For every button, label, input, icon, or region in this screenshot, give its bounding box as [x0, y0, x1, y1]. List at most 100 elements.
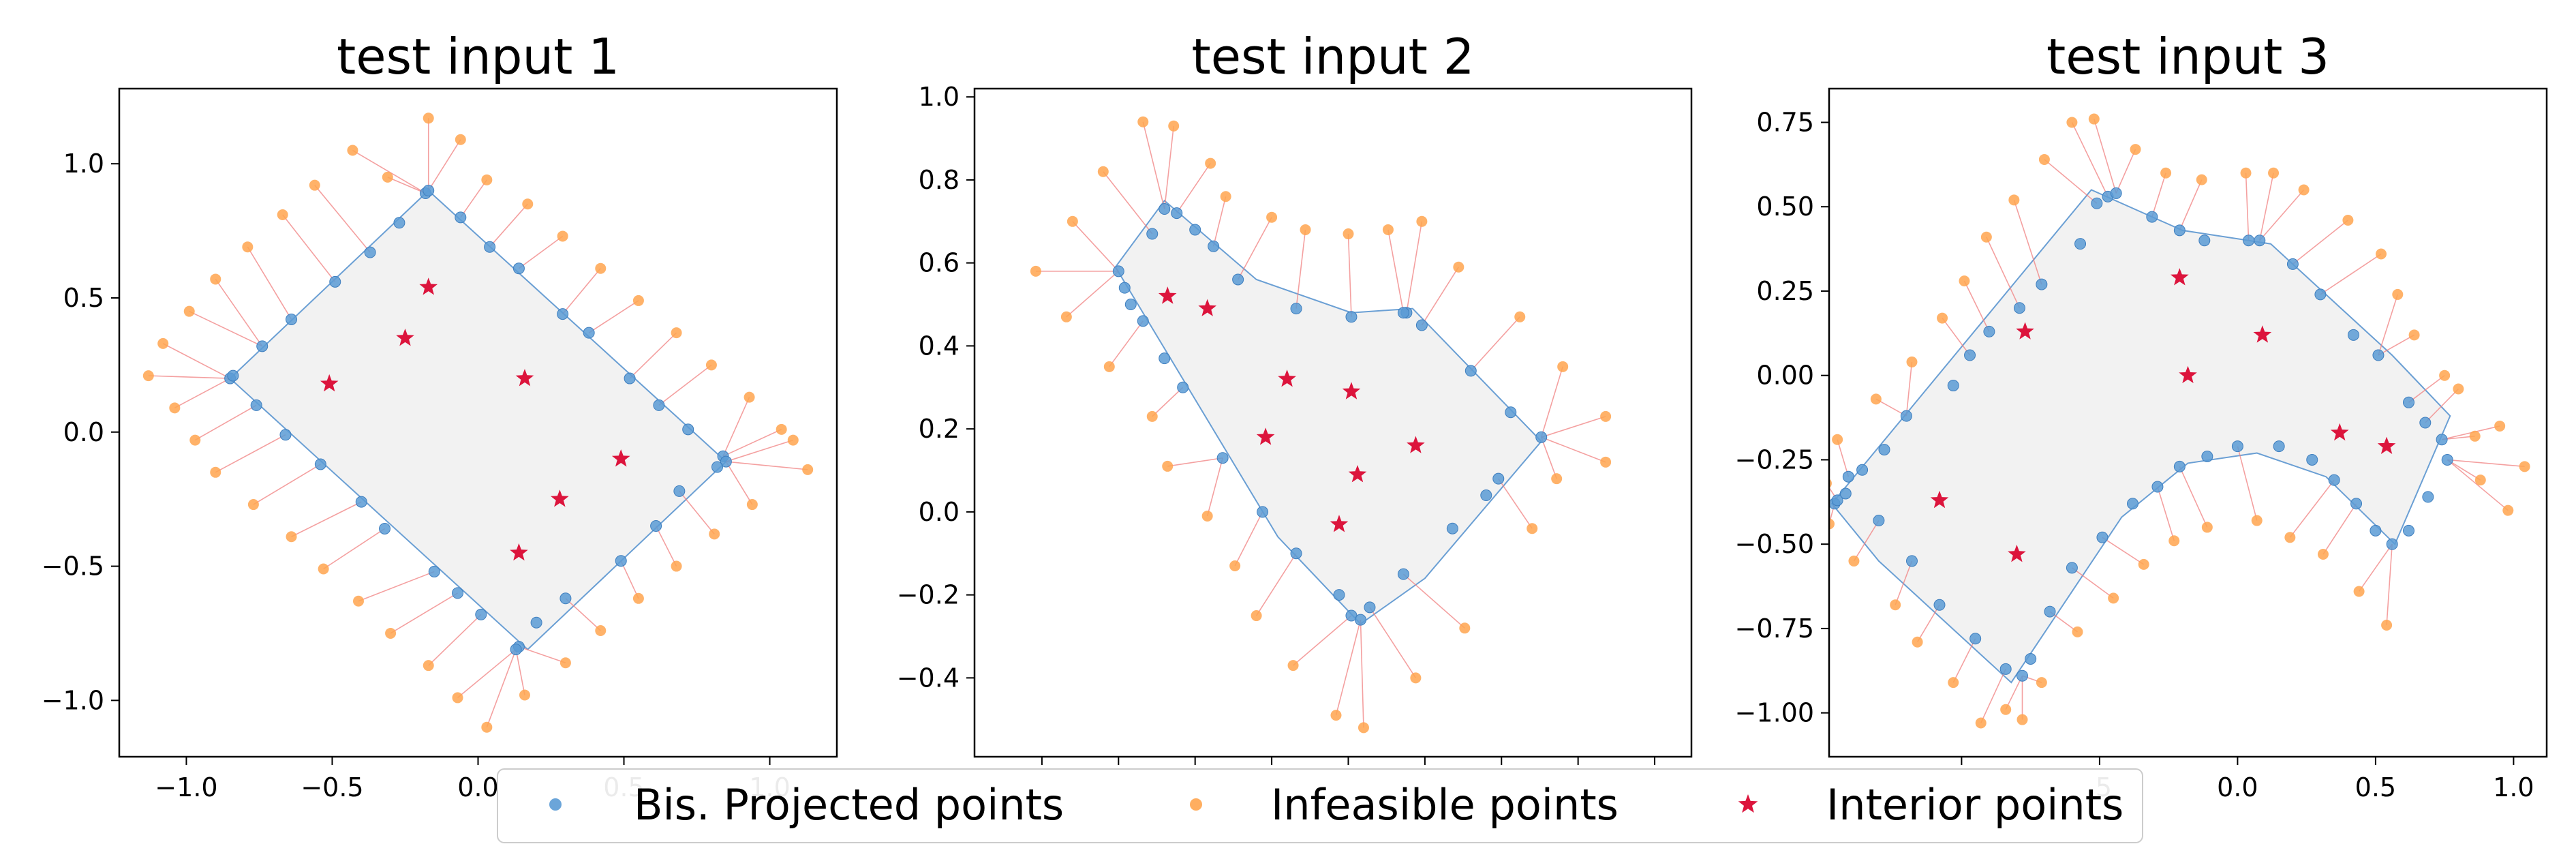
infeasible-point	[481, 174, 493, 185]
infeasible-point	[2502, 504, 2514, 516]
projected-point	[1964, 349, 1976, 361]
projected-point	[1171, 207, 1183, 220]
x-tick-label: 0.0	[2217, 772, 2258, 802]
infeasible-point	[595, 625, 607, 637]
projection-link	[1421, 267, 1460, 326]
infeasible-point	[1168, 120, 1180, 132]
projection-link	[2237, 446, 2258, 521]
infeasible-point	[2408, 329, 2420, 341]
projection-link	[565, 598, 601, 631]
infeasible-point	[1829, 479, 1832, 488]
infeasible-point	[1229, 560, 1241, 571]
projection-link	[2447, 459, 2481, 481]
y-tick-label: 0.6	[919, 248, 960, 278]
infeasible-point	[2000, 704, 2012, 715]
projection-link	[1540, 366, 1563, 438]
projected-point	[720, 455, 732, 468]
projected-point	[512, 262, 525, 275]
projected-point	[1947, 380, 1959, 392]
projection-link	[1237, 217, 1272, 280]
projected-point	[1906, 555, 1918, 567]
projected-point	[250, 399, 262, 411]
y-tick-label: 0.4	[919, 331, 960, 361]
projected-point	[1446, 522, 1458, 534]
projected-point	[2044, 605, 2056, 618]
projected-point	[1415, 319, 1428, 331]
projection-link	[620, 560, 639, 599]
infeasible-point	[1067, 215, 1078, 227]
y-tick-label: −0.2	[897, 580, 960, 610]
projected-point	[484, 241, 496, 253]
projected-point	[1900, 410, 1912, 422]
projection-link	[1541, 416, 1606, 438]
projected-point	[2348, 329, 2359, 341]
projected-point	[2306, 453, 2318, 466]
infeasible-point	[557, 230, 568, 242]
projection-link	[489, 203, 528, 247]
infeasible-point	[452, 692, 463, 704]
projection-link	[1980, 668, 2006, 723]
infeasible-point	[1220, 191, 1231, 202]
projected-point	[1208, 240, 1220, 252]
projection-link	[1347, 234, 1352, 317]
projection-link	[1963, 280, 1990, 332]
projected-point	[475, 608, 487, 620]
projection-link	[253, 464, 321, 505]
legend-marker-interior	[1738, 794, 1758, 813]
infeasible-point	[1251, 610, 1262, 622]
infeasible-point	[2108, 592, 2119, 604]
projected-point	[2254, 235, 2266, 247]
projection-link	[1387, 229, 1405, 313]
projection-link	[2447, 459, 2525, 468]
interior-point	[515, 369, 534, 387]
projected-point	[314, 458, 326, 470]
infeasible-point	[1514, 311, 1526, 322]
projected-point	[2173, 224, 2186, 237]
projection-link	[174, 378, 231, 409]
projected-point	[364, 246, 376, 258]
interior-point	[2253, 325, 2272, 343]
panel-title: test input 2	[1191, 28, 1474, 85]
panel-title: test input 3	[2046, 28, 2329, 85]
y-tick-label: 0.50	[1756, 192, 1814, 222]
infeasible-point	[2036, 677, 2047, 689]
projected-point	[2243, 235, 2255, 247]
infeasible-point	[242, 241, 254, 253]
infeasible-point	[1103, 361, 1115, 372]
projection-link	[2179, 466, 2208, 528]
infeasible-point	[1453, 261, 1465, 273]
projection-link	[247, 246, 292, 320]
infeasible-point	[2168, 535, 2180, 547]
projected-point	[1345, 311, 1358, 323]
infeasible-point	[1870, 393, 1882, 405]
interior-point	[2377, 436, 2396, 454]
infeasible-point	[1410, 672, 1422, 684]
projected-point	[2314, 288, 2327, 301]
projected-point	[2110, 187, 2122, 199]
plot-area	[1030, 116, 1612, 734]
projected-point	[2422, 491, 2434, 503]
infeasible-point	[787, 434, 799, 446]
y-tick-label: 0.75	[1756, 107, 1814, 137]
x-tick-label: −1.0	[155, 772, 217, 802]
feasible-region	[229, 190, 727, 650]
projection-link	[1837, 439, 1850, 477]
interior-point	[1407, 436, 1425, 453]
projected-point	[1177, 381, 1189, 393]
projected-point	[1354, 614, 1366, 626]
projected-point	[2370, 524, 2382, 537]
feasible-region	[1830, 189, 2451, 684]
projection-link	[2071, 567, 2114, 599]
projection-link	[194, 404, 257, 441]
projection-link	[486, 649, 517, 727]
projected-point	[559, 592, 572, 605]
projected-point	[2096, 531, 2109, 543]
infeasible-point	[1201, 510, 1213, 522]
infeasible-point	[1358, 722, 1369, 734]
infeasible-point	[1137, 116, 1149, 127]
projected-point	[2173, 460, 2186, 472]
projection-link	[2151, 172, 2166, 217]
projected-point	[286, 313, 298, 325]
projected-point	[1112, 265, 1124, 277]
infeasible-point	[1557, 361, 1569, 372]
